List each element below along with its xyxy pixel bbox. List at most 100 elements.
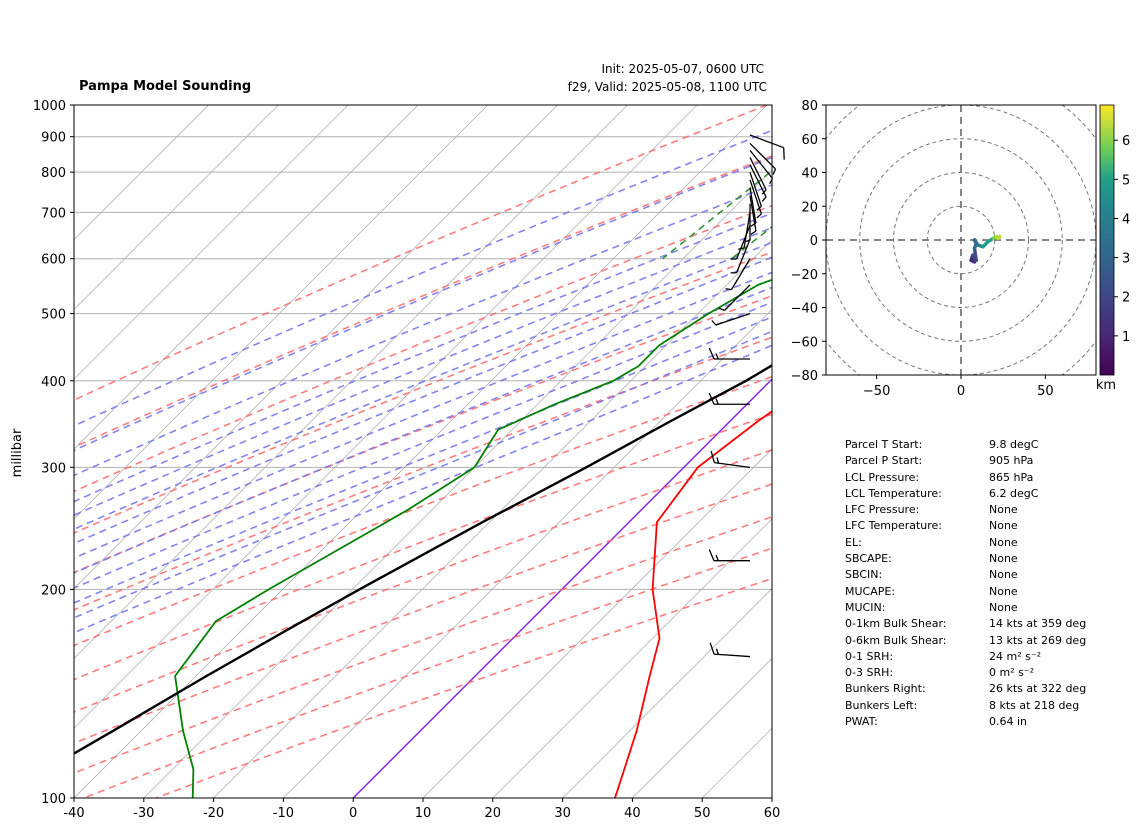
wind-barb	[749, 134, 785, 160]
wind-barb-flag	[715, 353, 719, 360]
mixing-ratio-line	[914, 105, 1120, 259]
param-row: Parcel T Start: 9.8 degC	[845, 437, 1086, 453]
wind-barb-flag	[715, 554, 719, 561]
x-tick-label: 40	[624, 806, 641, 821]
wind-barb-shaft	[749, 134, 784, 149]
param-key: Bunkers Left:	[845, 698, 918, 712]
param-row: EL: None	[845, 535, 1086, 551]
wind-barb-flag	[750, 230, 757, 235]
y-tick-label: 900	[41, 131, 66, 146]
param-key: LFC Pressure:	[845, 503, 920, 517]
wind-barb-shaft	[749, 149, 773, 179]
wind-barb-flag	[725, 288, 732, 291]
param-value: 6.2 degC	[989, 486, 1039, 500]
wind-barb	[711, 312, 751, 326]
x-tick-label: -10	[273, 806, 294, 821]
wind-barb	[710, 450, 751, 468]
init-time: Init: 2025-05-07, 0600 UTC	[601, 62, 764, 76]
param-row: PWAT: 0.64 in	[845, 714, 1086, 730]
wind-barb	[749, 143, 777, 175]
y-tick-label: 800	[41, 166, 66, 181]
wind-barb	[749, 164, 767, 202]
wind-barb-shaft	[714, 461, 751, 468]
colorbar-tick-label: 1	[1122, 330, 1130, 345]
hodo-y-tick-label: 20	[801, 200, 818, 215]
dry-adiabat	[74, 413, 772, 681]
colorbar-tick-label: 4	[1122, 212, 1130, 227]
wind-barb	[708, 347, 750, 360]
param-value: 26 kts at 322 deg	[989, 682, 1087, 696]
wind-barb-shaft	[714, 653, 751, 658]
x-tick-label: 60	[764, 806, 781, 821]
wind-barb	[749, 149, 774, 185]
param-row: Parcel P Start: 905 hPa	[845, 453, 1086, 469]
wind-barb	[718, 284, 751, 311]
y-tick-label: 400	[41, 375, 66, 390]
hodograph-ring	[859, 138, 1063, 342]
y-tick-label: 300	[41, 461, 66, 476]
param-value: 13 kts at 269 deg	[989, 633, 1087, 647]
isotherm-line	[492, 518, 772, 798]
param-row: 0-1 SRH: 24 m² s⁻²	[845, 649, 1086, 665]
param-key: Parcel P Start:	[845, 454, 923, 468]
wind-barb-shaft	[749, 179, 763, 215]
dry-adiabat	[74, 336, 772, 611]
wind-barb-shaft	[736, 225, 751, 260]
hodo-y-tick-label: −40	[791, 302, 818, 317]
wind-barb-flag	[715, 648, 720, 655]
x-tick-label: 20	[485, 806, 502, 821]
wind-barb-shaft	[743, 212, 751, 248]
moist-adiabat	[74, 316, 772, 604]
param-value: None	[989, 600, 1018, 614]
param-key: SBCIN:	[845, 568, 883, 582]
hodograph-segment	[996, 234, 1002, 241]
y-tick-label: 700	[41, 206, 66, 221]
param-row: 0-1km Bulk Shear: 14 kts at 359 deg	[845, 616, 1086, 632]
isotherm-line	[74, 105, 768, 798]
x-tick-label: 0	[349, 806, 357, 821]
moist-adiabat	[74, 241, 772, 531]
hodo-y-tick-label: 0	[810, 234, 818, 249]
param-value: 0 m² s⁻²	[989, 666, 1035, 680]
isotherm-line	[74, 105, 628, 659]
wind-barb-flag	[716, 457, 720, 464]
valid-time: f29, Valid: 2025-05-08, 1100 UTC	[567, 80, 767, 94]
param-row: 0-6km Bulk Shear: 13 kts at 269 deg	[845, 633, 1086, 649]
param-value: 14 kts at 359 deg	[989, 617, 1087, 631]
colorbar-tick-label: 5	[1122, 173, 1130, 188]
wind-barb	[708, 549, 750, 562]
wind-barb-flag	[708, 549, 715, 561]
x-tick-label: -40	[63, 806, 84, 821]
wind-barb-shaft	[749, 187, 757, 224]
isotherm-line	[562, 588, 772, 798]
wind-barb-flag	[710, 450, 715, 463]
x-tick-label: 50	[694, 806, 711, 821]
param-key: EL:	[845, 535, 862, 549]
wind-barb-flag	[718, 307, 725, 311]
wind-barb-shaft	[715, 312, 751, 326]
wind-barb	[730, 239, 751, 274]
wind-barb-flag	[756, 213, 762, 219]
wind-barb	[730, 225, 751, 260]
x-tick-label: -20	[203, 806, 224, 821]
param-value: 865 hPa	[989, 470, 1034, 484]
isotherm-line	[74, 105, 349, 380]
wind-barb-shaft	[749, 157, 767, 190]
param-value: None	[989, 584, 1018, 598]
isotherm-line	[74, 105, 489, 520]
moist-adiabat	[74, 129, 772, 427]
hodo-y-tick-label: −60	[791, 335, 818, 350]
colorbar-tick-label: 2	[1122, 291, 1130, 306]
isotherm-line	[74, 105, 419, 450]
param-key: LFC Temperature:	[845, 519, 943, 533]
param-key: 0-1 SRH:	[845, 649, 894, 663]
param-row: LCL Pressure: 865 hPa	[845, 470, 1086, 486]
colorbar	[1099, 104, 1115, 376]
sounding-parameters: Parcel T Start: 9.8 degC Parcel P Start: 90…	[845, 437, 1086, 730]
mixing-ratio-line	[731, 225, 772, 260]
wind-barb-flag	[708, 392, 715, 405]
y-axis-label: millibar	[10, 428, 25, 477]
y-tick-label: 100	[41, 792, 66, 807]
dry-adiabat	[74, 105, 768, 401]
isotherm-line	[213, 239, 772, 798]
